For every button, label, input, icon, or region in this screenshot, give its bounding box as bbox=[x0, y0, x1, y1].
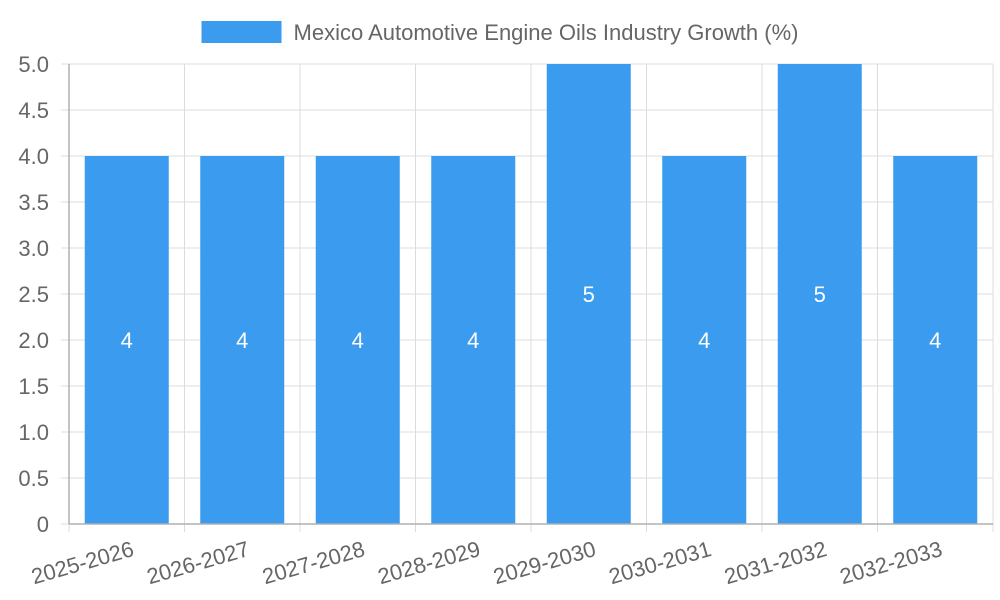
x-tick-label: 2025-2026 bbox=[29, 536, 137, 589]
y-tick-label: 4.0 bbox=[18, 144, 49, 169]
y-tick-label: 2.5 bbox=[18, 282, 49, 307]
bar-value-label: 5 bbox=[583, 282, 595, 307]
bar[interactable] bbox=[546, 64, 631, 524]
legend-swatch[interactable] bbox=[201, 21, 282, 43]
x-tick-label: 2029-2030 bbox=[491, 536, 599, 589]
bar-value-label: 4 bbox=[698, 328, 710, 353]
x-tick-label: 2028-2029 bbox=[375, 536, 483, 589]
y-tick-label: 3.0 bbox=[18, 236, 49, 261]
y-tick-label: 2.0 bbox=[18, 328, 49, 353]
bar-value-label: 4 bbox=[467, 328, 479, 353]
x-tick-label: 2026-2027 bbox=[144, 536, 252, 589]
y-tick-label: 5.0 bbox=[18, 52, 49, 77]
bar-value-label: 4 bbox=[929, 328, 941, 353]
legend[interactable]: Mexico Automotive Engine Oils Industry G… bbox=[201, 20, 799, 45]
bar[interactable] bbox=[431, 156, 516, 524]
bar-value-label: 4 bbox=[352, 328, 364, 353]
x-tick-label: 2031-2032 bbox=[722, 536, 830, 589]
legend-label[interactable]: Mexico Automotive Engine Oils Industry G… bbox=[294, 20, 799, 45]
y-tick-label: 1.5 bbox=[18, 374, 49, 399]
bar[interactable] bbox=[315, 156, 400, 524]
bar-value-label: 4 bbox=[121, 328, 133, 353]
bar[interactable] bbox=[893, 156, 978, 524]
y-tick-label: 1.0 bbox=[18, 420, 49, 445]
bars-layer: 4 4 4 4 5 4 5 4 bbox=[84, 64, 978, 524]
x-tick-label: 2032-2033 bbox=[837, 536, 945, 589]
bar[interactable] bbox=[662, 156, 747, 524]
y-tick-label: 3.5 bbox=[18, 190, 49, 215]
x-tick-label: 2030-2031 bbox=[606, 536, 714, 589]
y-tick-label: 0 bbox=[37, 512, 49, 537]
y-tick-label: 4.5 bbox=[18, 98, 49, 123]
bar-value-label: 4 bbox=[236, 328, 248, 353]
bar-value-label: 5 bbox=[814, 282, 826, 307]
bar[interactable] bbox=[777, 64, 862, 524]
bar[interactable] bbox=[200, 156, 285, 524]
x-tick-label: 2027-2028 bbox=[260, 536, 368, 589]
y-tick-label: 0.5 bbox=[18, 466, 49, 491]
bar[interactable] bbox=[84, 156, 169, 524]
